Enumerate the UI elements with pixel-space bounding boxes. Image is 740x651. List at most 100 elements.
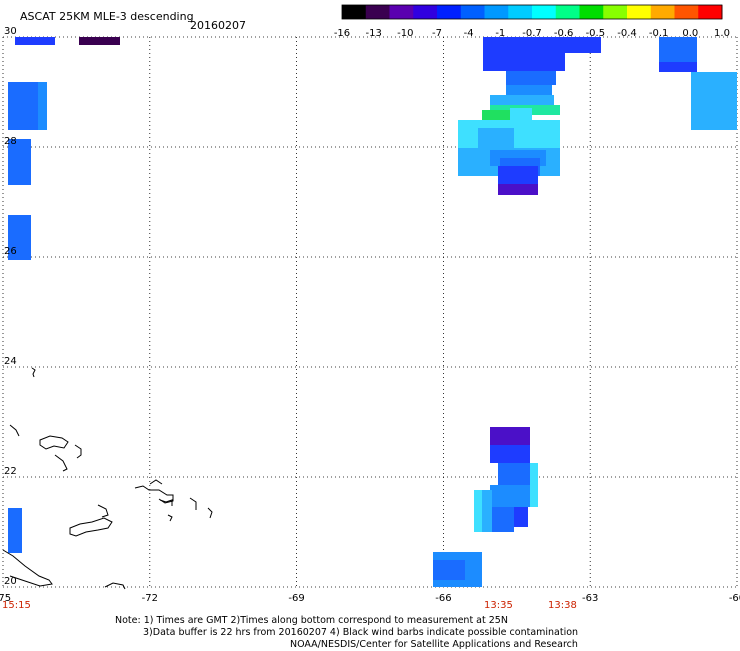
swath-cell	[510, 108, 532, 122]
colorbar-segment	[650, 5, 675, 19]
longitude-tick: -60	[729, 593, 740, 604]
colorbar-segment	[603, 5, 628, 19]
map-plot-area	[2, 36, 738, 588]
island-outline	[134, 485, 174, 504]
colorbar-border	[341, 4, 723, 20]
map-date: 20160207	[190, 19, 246, 32]
colorbar-label: -4	[464, 28, 474, 39]
island-outline	[54, 454, 68, 472]
island-outline	[159, 499, 173, 506]
map-background	[3, 37, 737, 587]
colorbar-segment	[365, 5, 390, 19]
island-outline	[97, 504, 109, 518]
swath-cell	[433, 560, 465, 580]
colorbar-segment	[627, 5, 652, 19]
colorbar-label: 0.0	[682, 28, 698, 39]
time-label-mid: 13:35	[484, 600, 513, 611]
swath-cell	[490, 427, 530, 445]
swath-cell	[490, 445, 530, 463]
swath-cell	[483, 53, 565, 71]
colorbar-segment	[579, 5, 604, 19]
swath-cell	[482, 110, 510, 122]
color-scale-bar	[341, 4, 723, 20]
swath-cell	[498, 184, 538, 195]
time-label-east: 13:38	[548, 600, 577, 611]
island-outline	[189, 497, 197, 510]
colorbar-label: -0.6	[554, 28, 574, 39]
island-outline	[104, 582, 126, 590]
coastlines	[2, 367, 213, 590]
longitude-tick: -75	[0, 593, 11, 604]
latitude-tick: 20	[4, 576, 17, 587]
swath-cell	[506, 85, 552, 95]
time-label-west: 15:15	[2, 600, 31, 611]
colorbar-label: -0.1	[649, 28, 669, 39]
map-title: ASCAT 25KM MLE-3 descending	[20, 10, 194, 23]
colorbar-segment	[413, 5, 438, 19]
colorbar-segment	[555, 5, 580, 19]
wind-data-swaths	[8, 37, 737, 587]
island-outline	[74, 444, 82, 459]
swath-cell	[8, 508, 22, 553]
swath-cell	[482, 490, 492, 532]
latitude-tick: 26	[4, 246, 17, 257]
color-scale-labels: -16 -13 -10 -7 -4 -1 -0.7 -0.6 -0.5 -0.4 -0.1 0.0 1.…	[334, 28, 730, 39]
swath-cell	[691, 72, 737, 130]
swath-cell	[490, 485, 530, 507]
swath-cell	[530, 463, 538, 507]
island-outline	[69, 517, 113, 537]
colorbar-segment	[508, 5, 533, 19]
swath-cell	[659, 62, 697, 72]
note-line-3: NOAA/NESDIS/Center for Satellite Applica…	[290, 639, 578, 650]
colorbar-label: -1	[495, 28, 505, 39]
swath-cell	[483, 37, 601, 53]
swath-cell	[15, 37, 55, 45]
swath-cell	[506, 71, 556, 85]
colorbar-segment	[437, 5, 462, 19]
island-outline	[167, 514, 173, 522]
colorbar-segment	[532, 5, 557, 19]
island-outline	[149, 479, 163, 485]
colorbar-segment	[674, 5, 699, 19]
swath-cell	[498, 463, 530, 485]
swath-cell	[8, 215, 31, 260]
colorbar-segment	[484, 5, 509, 19]
swath-cell	[8, 82, 40, 130]
colorbar-label: 1.0	[714, 28, 730, 39]
latitude-tick: 22	[4, 466, 17, 477]
colorbar-label: -7	[432, 28, 442, 39]
island-outline	[207, 507, 213, 519]
swath-cell	[79, 37, 120, 45]
note-line-2: 3)Data buffer is 22 hrs from 20160207 4)…	[143, 627, 579, 638]
latitude-tick: 24	[4, 356, 17, 367]
colorbar-label: -10	[397, 28, 413, 39]
colorbar-segment	[698, 5, 723, 19]
latitude-tick: 28	[4, 136, 17, 147]
swath-cell	[659, 37, 697, 63]
colorbar-label: -0.7	[522, 28, 542, 39]
longitude-tick: -72	[142, 593, 158, 604]
colorbar-segment	[342, 5, 367, 19]
swath-cell	[498, 166, 538, 184]
island-outline	[9, 424, 20, 437]
colorbar-label: -0.4	[617, 28, 637, 39]
colorbar-segment	[389, 5, 414, 19]
colorbar-label: -0.5	[586, 28, 606, 39]
swath-cell	[490, 507, 514, 532]
swath-cell	[514, 507, 528, 527]
note-line-1: Note: 1) Times are GMT 2)Times along bot…	[115, 615, 508, 626]
swath-cell	[478, 128, 514, 148]
colorbar-segment	[460, 5, 485, 19]
longitude-tick: -63	[582, 593, 598, 604]
island-outline	[2, 549, 53, 587]
colorbar-label: -16	[334, 28, 350, 39]
latitude-tick-labels: 30 28 26 24 22 20	[4, 26, 17, 587]
longitude-tick: -66	[435, 593, 451, 604]
longitude-tick-labels: -75 -72 -69 -66 -63 -60	[0, 593, 740, 604]
swath-cell	[8, 139, 31, 185]
colorbar-label: -13	[365, 28, 381, 39]
island-outline	[31, 367, 36, 378]
latitude-tick: 30	[4, 26, 17, 37]
swath-cell	[38, 82, 47, 130]
